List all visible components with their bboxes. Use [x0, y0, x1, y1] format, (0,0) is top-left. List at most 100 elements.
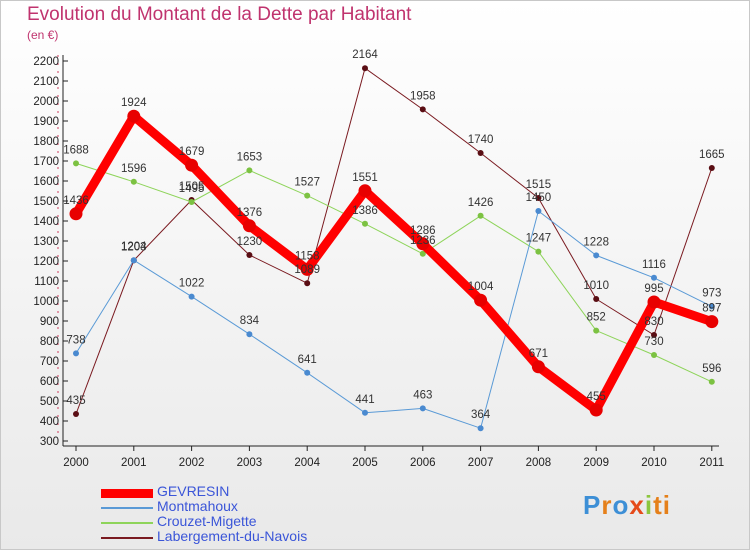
data-label: 1436: [63, 195, 89, 207]
x-tick-label: 2003: [237, 457, 263, 469]
x-tick-label: 2001: [121, 457, 147, 469]
data-point: [651, 274, 657, 281]
data-point: [304, 369, 311, 376]
x-tick-label: 2006: [410, 457, 436, 469]
data-label: 1665: [699, 149, 725, 161]
y-tick-label: 300: [40, 436, 59, 448]
data-label: 1116: [642, 259, 666, 271]
data-point: [419, 405, 426, 412]
data-label: 641: [298, 354, 317, 366]
data-label: 1426: [468, 197, 494, 209]
data-label: 897: [702, 303, 721, 315]
x-tick-label: 2011: [699, 457, 724, 469]
data-point: [304, 280, 311, 287]
data-label: 1515: [526, 179, 552, 191]
data-point: [708, 165, 715, 171]
x-tick-label: 2000: [63, 457, 89, 469]
data-point: [246, 331, 253, 338]
data-point: [242, 219, 256, 233]
chart-subtitle: (en €): [27, 28, 59, 42]
y-tick-label: 1200: [33, 256, 59, 268]
x-tick-label: 2007: [468, 457, 494, 469]
data-point: [708, 303, 715, 310]
data-point: [73, 160, 79, 167]
data-label: 1247: [526, 233, 552, 245]
series-line: [75, 210, 713, 429]
data-label: 1505: [179, 181, 205, 193]
x-tick-label: 2004: [294, 457, 320, 469]
data-point: [593, 296, 600, 302]
data-point: [127, 109, 141, 123]
legend-label: GEVRESIN: [157, 483, 230, 499]
data-label: 1022: [179, 278, 205, 290]
data-point: [73, 350, 79, 357]
data-point: [362, 65, 368, 72]
data-point: [593, 327, 600, 334]
data-label: 738: [66, 334, 85, 346]
data-label: 1004: [468, 281, 494, 293]
data-label: 1010: [583, 280, 609, 292]
data-label: 1596: [121, 163, 147, 175]
y-tick-label: 1600: [33, 176, 59, 188]
y-tick-label: 2200: [33, 56, 59, 68]
data-point: [185, 158, 199, 172]
data-point: [419, 250, 426, 257]
legend-swatch: [101, 507, 153, 509]
x-tick-label: 2008: [526, 457, 552, 469]
data-label: 995: [644, 283, 663, 295]
data-label: 671: [529, 348, 548, 360]
data-point: [589, 403, 603, 417]
y-tick-label: 600: [40, 376, 59, 388]
data-label: 1204: [121, 241, 147, 253]
data-point: [647, 295, 661, 309]
data-point: [416, 237, 430, 251]
data-label: 1386: [352, 205, 378, 217]
data-point: [73, 411, 79, 417]
legend-label: Crouzet-Migette: [157, 513, 257, 529]
data-label: 834: [240, 315, 260, 327]
y-tick-label: 700: [40, 356, 59, 368]
legend-swatch: [101, 537, 153, 539]
data-label: 441: [355, 394, 374, 406]
data-point: [474, 293, 488, 307]
y-tick-label: 1000: [33, 296, 59, 308]
data-label: 852: [587, 312, 606, 324]
data-point: [246, 167, 253, 174]
data-point: [304, 192, 311, 199]
data-point: [535, 208, 542, 214]
series-line: [75, 67, 713, 415]
series-line: [71, 111, 717, 415]
legend-swatch: [101, 522, 153, 524]
data-point: [69, 207, 83, 221]
data-point: [535, 195, 542, 201]
data-point: [246, 252, 253, 258]
data-point: [705, 315, 719, 329]
y-tick-label: 1900: [33, 116, 59, 128]
data-label: 1688: [63, 144, 89, 156]
data-point: [188, 293, 195, 300]
data-label: 1203: [121, 241, 147, 253]
data-label: 1924: [121, 97, 147, 109]
y-tick-label: 1700: [33, 156, 59, 168]
data-point: [531, 360, 545, 374]
legend-swatch: [101, 488, 153, 498]
x-tick-label: 2009: [583, 457, 609, 469]
y-tick-label: 1800: [33, 136, 59, 148]
data-point: [535, 248, 542, 255]
y-tick-label: 1500: [33, 196, 59, 208]
x-tick-label: 2002: [179, 457, 205, 469]
legend-label: Montmahoux: [157, 498, 238, 514]
y-tick-label: 500: [40, 396, 59, 408]
data-label: 830: [644, 316, 663, 328]
data-point: [362, 220, 368, 227]
data-point: [358, 184, 372, 198]
data-point: [362, 409, 368, 416]
data-label: 1230: [237, 236, 263, 248]
data-point: [477, 212, 484, 219]
chart-title: Evolution du Montant de la Dette par Hab…: [27, 4, 412, 25]
data-point: [593, 252, 600, 259]
y-tick-label: 400: [40, 416, 59, 428]
data-point: [419, 106, 426, 113]
y-tick-label: 2000: [33, 96, 59, 108]
